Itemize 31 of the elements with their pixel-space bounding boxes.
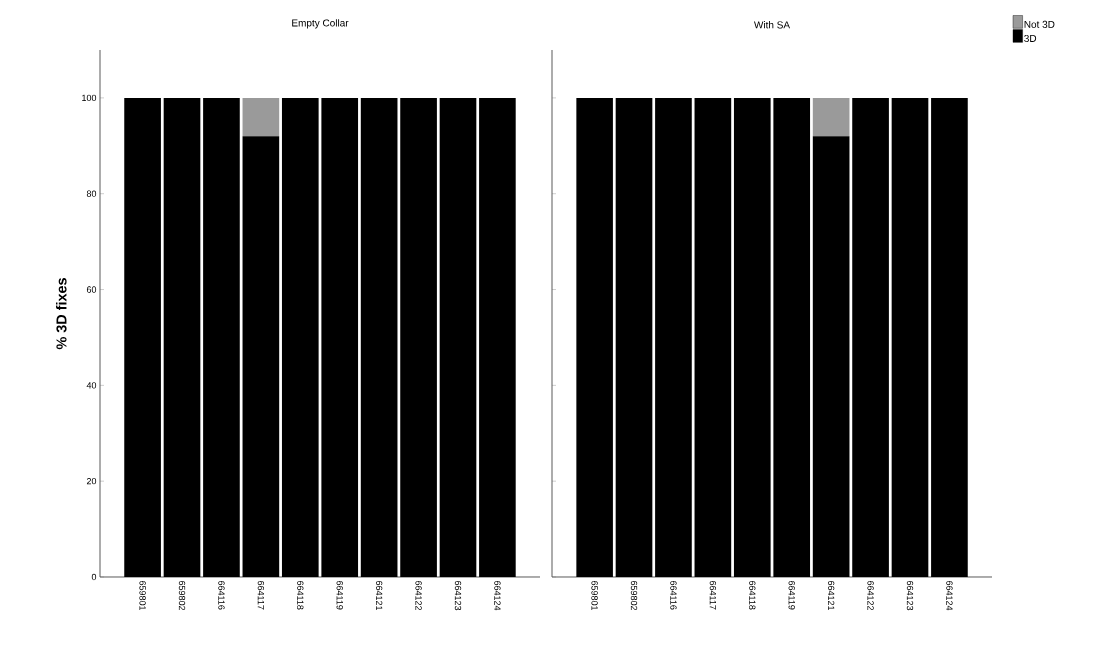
- x-tick-label: 664122: [867, 580, 874, 611]
- legend-label: 3D: [1024, 34, 1037, 42]
- chart-title: Empty Collar: [292, 19, 349, 29]
- x-tick-label: 664122: [415, 580, 422, 611]
- x-tick-label: 664121: [827, 580, 835, 611]
- x-tick-label: 659802: [630, 580, 638, 611]
- x-tick-label: 664124: [494, 580, 501, 611]
- y-axis-title: % 3D fixes: [56, 278, 67, 350]
- legend-label: Not 3D: [1024, 20, 1055, 28]
- x-tick-label: 664118: [297, 580, 304, 610]
- x-tick-label: 664123: [906, 580, 914, 611]
- x-tick-label: 664124: [946, 580, 953, 611]
- x-tick-label: 664117: [709, 580, 717, 610]
- chart-title: With SA: [753, 21, 791, 29]
- x-tick-label: 659802: [178, 580, 186, 611]
- y-tick-label: 100: [82, 94, 97, 102]
- x-tick-label: 664119: [336, 580, 343, 610]
- x-tick-label: 664119: [788, 580, 795, 610]
- x-tick-label: 664121: [375, 580, 383, 611]
- x-tick-label: 659801: [591, 580, 598, 611]
- x-tick-label: 664116: [218, 580, 225, 610]
- y-tick-label: 0: [91, 573, 97, 581]
- x-tick-label: 664116: [670, 580, 677, 610]
- x-tick-label: 664118: [749, 580, 756, 610]
- x-tick-label: 664123: [454, 580, 462, 611]
- y-tick-label: 40: [86, 382, 97, 389]
- y-tick-label: 60: [86, 286, 97, 293]
- y-tick-label: 20: [86, 477, 97, 485]
- y-tick-label: 80: [86, 190, 97, 197]
- x-tick-label: 659801: [139, 580, 146, 611]
- x-tick-label: 664117: [257, 580, 265, 610]
